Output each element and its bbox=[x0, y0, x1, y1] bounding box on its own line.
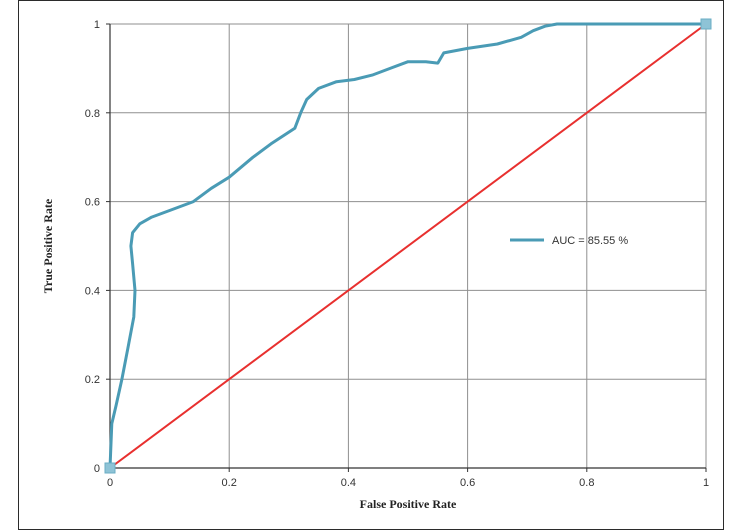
x-tick-label: 0.8 bbox=[579, 477, 594, 489]
x-tick-label: 0.2 bbox=[222, 477, 237, 489]
x-tick-label: 0.6 bbox=[460, 477, 475, 489]
legend: AUC = 85.55 % bbox=[510, 235, 628, 247]
x-tick-label: 0 bbox=[107, 477, 113, 489]
y-tick-label: 0.6 bbox=[85, 197, 100, 209]
y-tick-label: 0 bbox=[94, 463, 100, 475]
endpoint-marker bbox=[104, 462, 116, 474]
x-tick-label: 1 bbox=[703, 477, 709, 489]
chart-frame bbox=[18, 0, 724, 530]
series-group bbox=[104, 18, 712, 474]
tick-labels: 0 0.2 0.4 0.6 0.8 1 0 0.2 0.4 0.6 0.8 1 bbox=[85, 19, 709, 489]
y-axis-title: True Positive Rate bbox=[41, 198, 55, 293]
y-tick-label: 0.8 bbox=[85, 108, 100, 120]
roc-curve-line bbox=[108, 22, 708, 470]
x-tick-label: 0.4 bbox=[341, 477, 356, 489]
diagonal-reference-line bbox=[109, 23, 707, 469]
y-tick-label: 0.4 bbox=[85, 285, 100, 297]
y-tick-label: 1 bbox=[94, 19, 100, 31]
legend-label: AUC = 85.55 % bbox=[552, 235, 628, 247]
x-axis-title: False Positive Rate bbox=[360, 497, 457, 511]
y-tick-label: 0.2 bbox=[85, 374, 100, 386]
endpoint-marker bbox=[700, 18, 712, 30]
